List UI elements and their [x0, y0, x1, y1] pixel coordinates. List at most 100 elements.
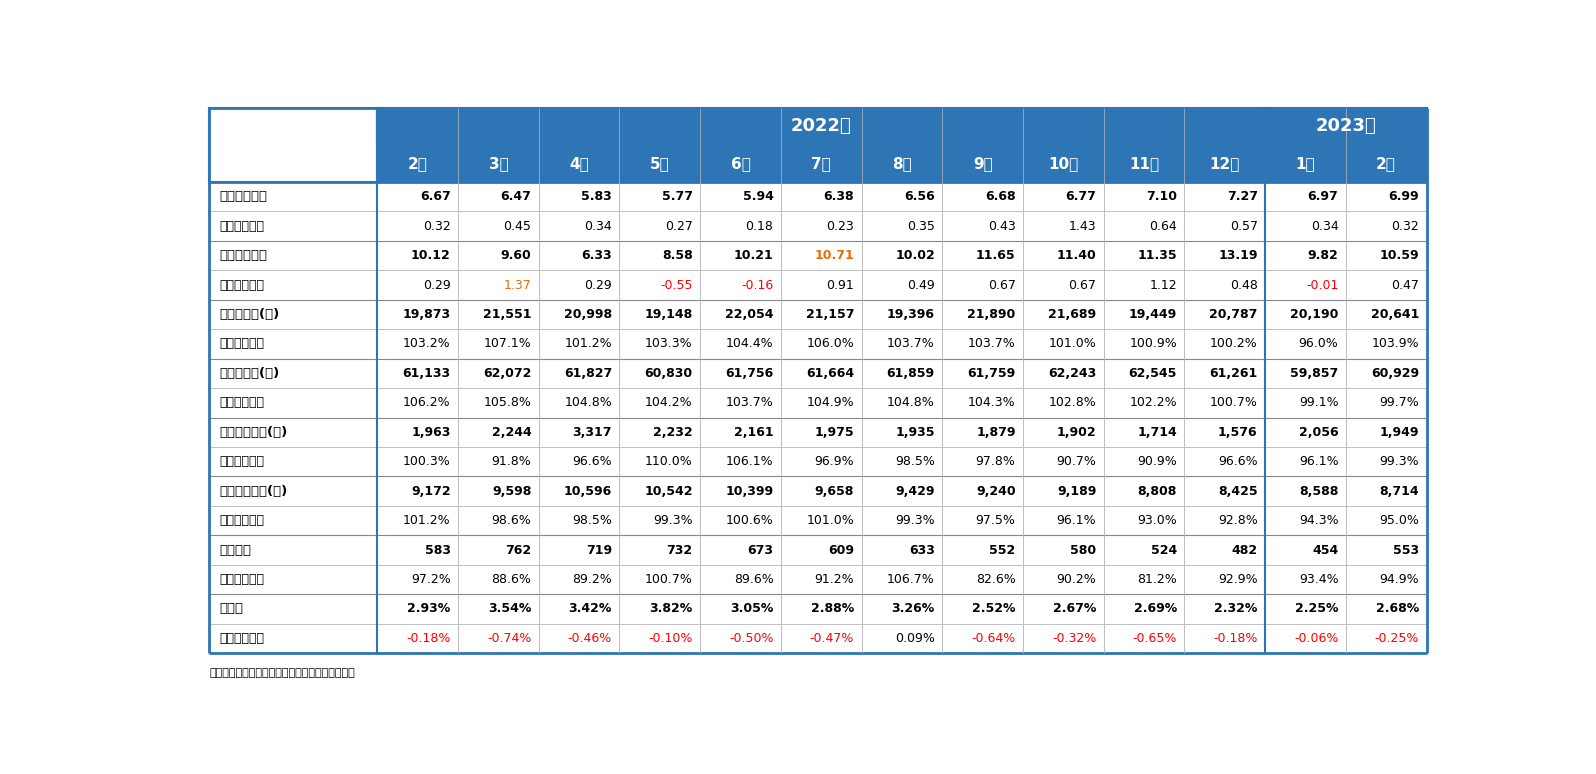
Bar	[1266, 417, 1345, 447]
Text: 0.48: 0.48	[1231, 279, 1258, 292]
Bar	[458, 447, 539, 477]
Text: 105.8%: 105.8%	[484, 396, 531, 409]
Text: 61,859: 61,859	[887, 367, 935, 380]
Bar	[1023, 145, 1104, 182]
Bar	[1023, 241, 1104, 270]
Bar	[209, 241, 377, 270]
Text: 充足率: 充足率	[219, 602, 243, 615]
Bar	[1345, 565, 1427, 594]
Text: 583: 583	[425, 543, 450, 557]
Bar	[1266, 358, 1345, 388]
Bar	[377, 300, 458, 329]
Text: -0.18%: -0.18%	[1213, 632, 1258, 645]
Bar	[539, 594, 619, 624]
Text: 就職件数: 就職件数	[219, 543, 251, 557]
Bar	[862, 624, 942, 653]
Bar	[209, 447, 377, 477]
Bar	[862, 477, 942, 506]
Text: 5.94: 5.94	[742, 190, 774, 203]
Bar	[1184, 388, 1266, 417]
Bar	[1345, 388, 1427, 417]
Text: 110.0%: 110.0%	[645, 455, 693, 468]
Text: 前年同月比: 前年同月比	[219, 337, 265, 351]
Text: 1.12: 1.12	[1149, 279, 1176, 292]
Bar	[619, 145, 701, 182]
Text: 103.3%: 103.3%	[645, 337, 693, 351]
Text: 99.7%: 99.7%	[1379, 396, 1419, 409]
Bar	[701, 417, 780, 447]
Text: 21,689: 21,689	[1049, 308, 1096, 321]
Bar	[377, 329, 458, 358]
Text: 21,157: 21,157	[806, 308, 854, 321]
Bar	[619, 565, 701, 594]
Text: 0.32: 0.32	[423, 220, 450, 233]
Bar	[780, 447, 862, 477]
Bar	[377, 108, 1266, 145]
Bar	[1266, 108, 1427, 145]
Text: 前年同月比: 前年同月比	[219, 455, 265, 468]
Text: 3,317: 3,317	[573, 426, 611, 439]
Text: 94.9%: 94.9%	[1379, 573, 1419, 586]
Text: 3.42%: 3.42%	[568, 602, 611, 615]
Text: 有効求職者数(人): 有効求職者数(人)	[219, 485, 287, 498]
Text: 0.67: 0.67	[988, 279, 1015, 292]
Bar	[1104, 565, 1184, 594]
Bar	[539, 270, 619, 300]
Bar	[377, 565, 458, 594]
Bar	[377, 594, 458, 624]
Text: -0.50%: -0.50%	[729, 632, 774, 645]
Text: 6.99: 6.99	[1389, 190, 1419, 203]
Bar	[1104, 329, 1184, 358]
Bar	[862, 536, 942, 565]
Text: 8,808: 8,808	[1138, 485, 1176, 498]
Text: 90.9%: 90.9%	[1138, 455, 1176, 468]
Text: 106.2%: 106.2%	[404, 396, 450, 409]
Bar	[539, 145, 619, 182]
Text: 6.68: 6.68	[985, 190, 1015, 203]
Text: 96.6%: 96.6%	[1218, 455, 1258, 468]
Text: 106.7%: 106.7%	[887, 573, 935, 586]
Text: 9.60: 9.60	[501, 249, 531, 262]
Text: 552: 552	[990, 543, 1015, 557]
Bar	[780, 300, 862, 329]
Text: 60,830: 60,830	[645, 367, 693, 380]
Text: 21,551: 21,551	[484, 308, 531, 321]
Text: 61,664: 61,664	[806, 367, 854, 380]
Text: 580: 580	[1071, 543, 1096, 557]
Text: 90.2%: 90.2%	[1057, 573, 1096, 586]
Text: 3.05%: 3.05%	[729, 602, 774, 615]
Bar	[619, 358, 701, 388]
Bar	[780, 417, 862, 447]
Text: 95.0%: 95.0%	[1379, 514, 1419, 527]
Text: 1,949: 1,949	[1379, 426, 1419, 439]
Bar	[1104, 417, 1184, 447]
Bar	[1184, 477, 1266, 506]
Text: 96.6%: 96.6%	[573, 455, 611, 468]
Text: 前年同月比: 前年同月比	[219, 396, 265, 409]
Bar	[619, 536, 701, 565]
Text: 21,890: 21,890	[967, 308, 1015, 321]
Text: 89.6%: 89.6%	[734, 573, 774, 586]
Text: 前年同月差: 前年同月差	[219, 220, 265, 233]
Text: 102.8%: 102.8%	[1049, 396, 1096, 409]
Bar	[539, 211, 619, 241]
Text: 2.69%: 2.69%	[1133, 602, 1176, 615]
Bar	[1104, 300, 1184, 329]
Text: 103.7%: 103.7%	[967, 337, 1015, 351]
Bar	[539, 182, 619, 211]
Bar	[1184, 329, 1266, 358]
Bar	[458, 417, 539, 447]
Text: 0.64: 0.64	[1149, 220, 1176, 233]
Text: -0.06%: -0.06%	[1294, 632, 1339, 645]
Text: 91.8%: 91.8%	[492, 455, 531, 468]
Text: 6.67: 6.67	[420, 190, 450, 203]
Bar	[1266, 624, 1345, 653]
Bar	[780, 624, 862, 653]
Text: 1月: 1月	[1296, 156, 1315, 171]
Bar	[1184, 241, 1266, 270]
Text: 762: 762	[506, 543, 531, 557]
Bar	[1266, 536, 1345, 565]
Text: 61,133: 61,133	[402, 367, 450, 380]
Text: 2.68%: 2.68%	[1376, 602, 1419, 615]
Bar	[539, 506, 619, 536]
